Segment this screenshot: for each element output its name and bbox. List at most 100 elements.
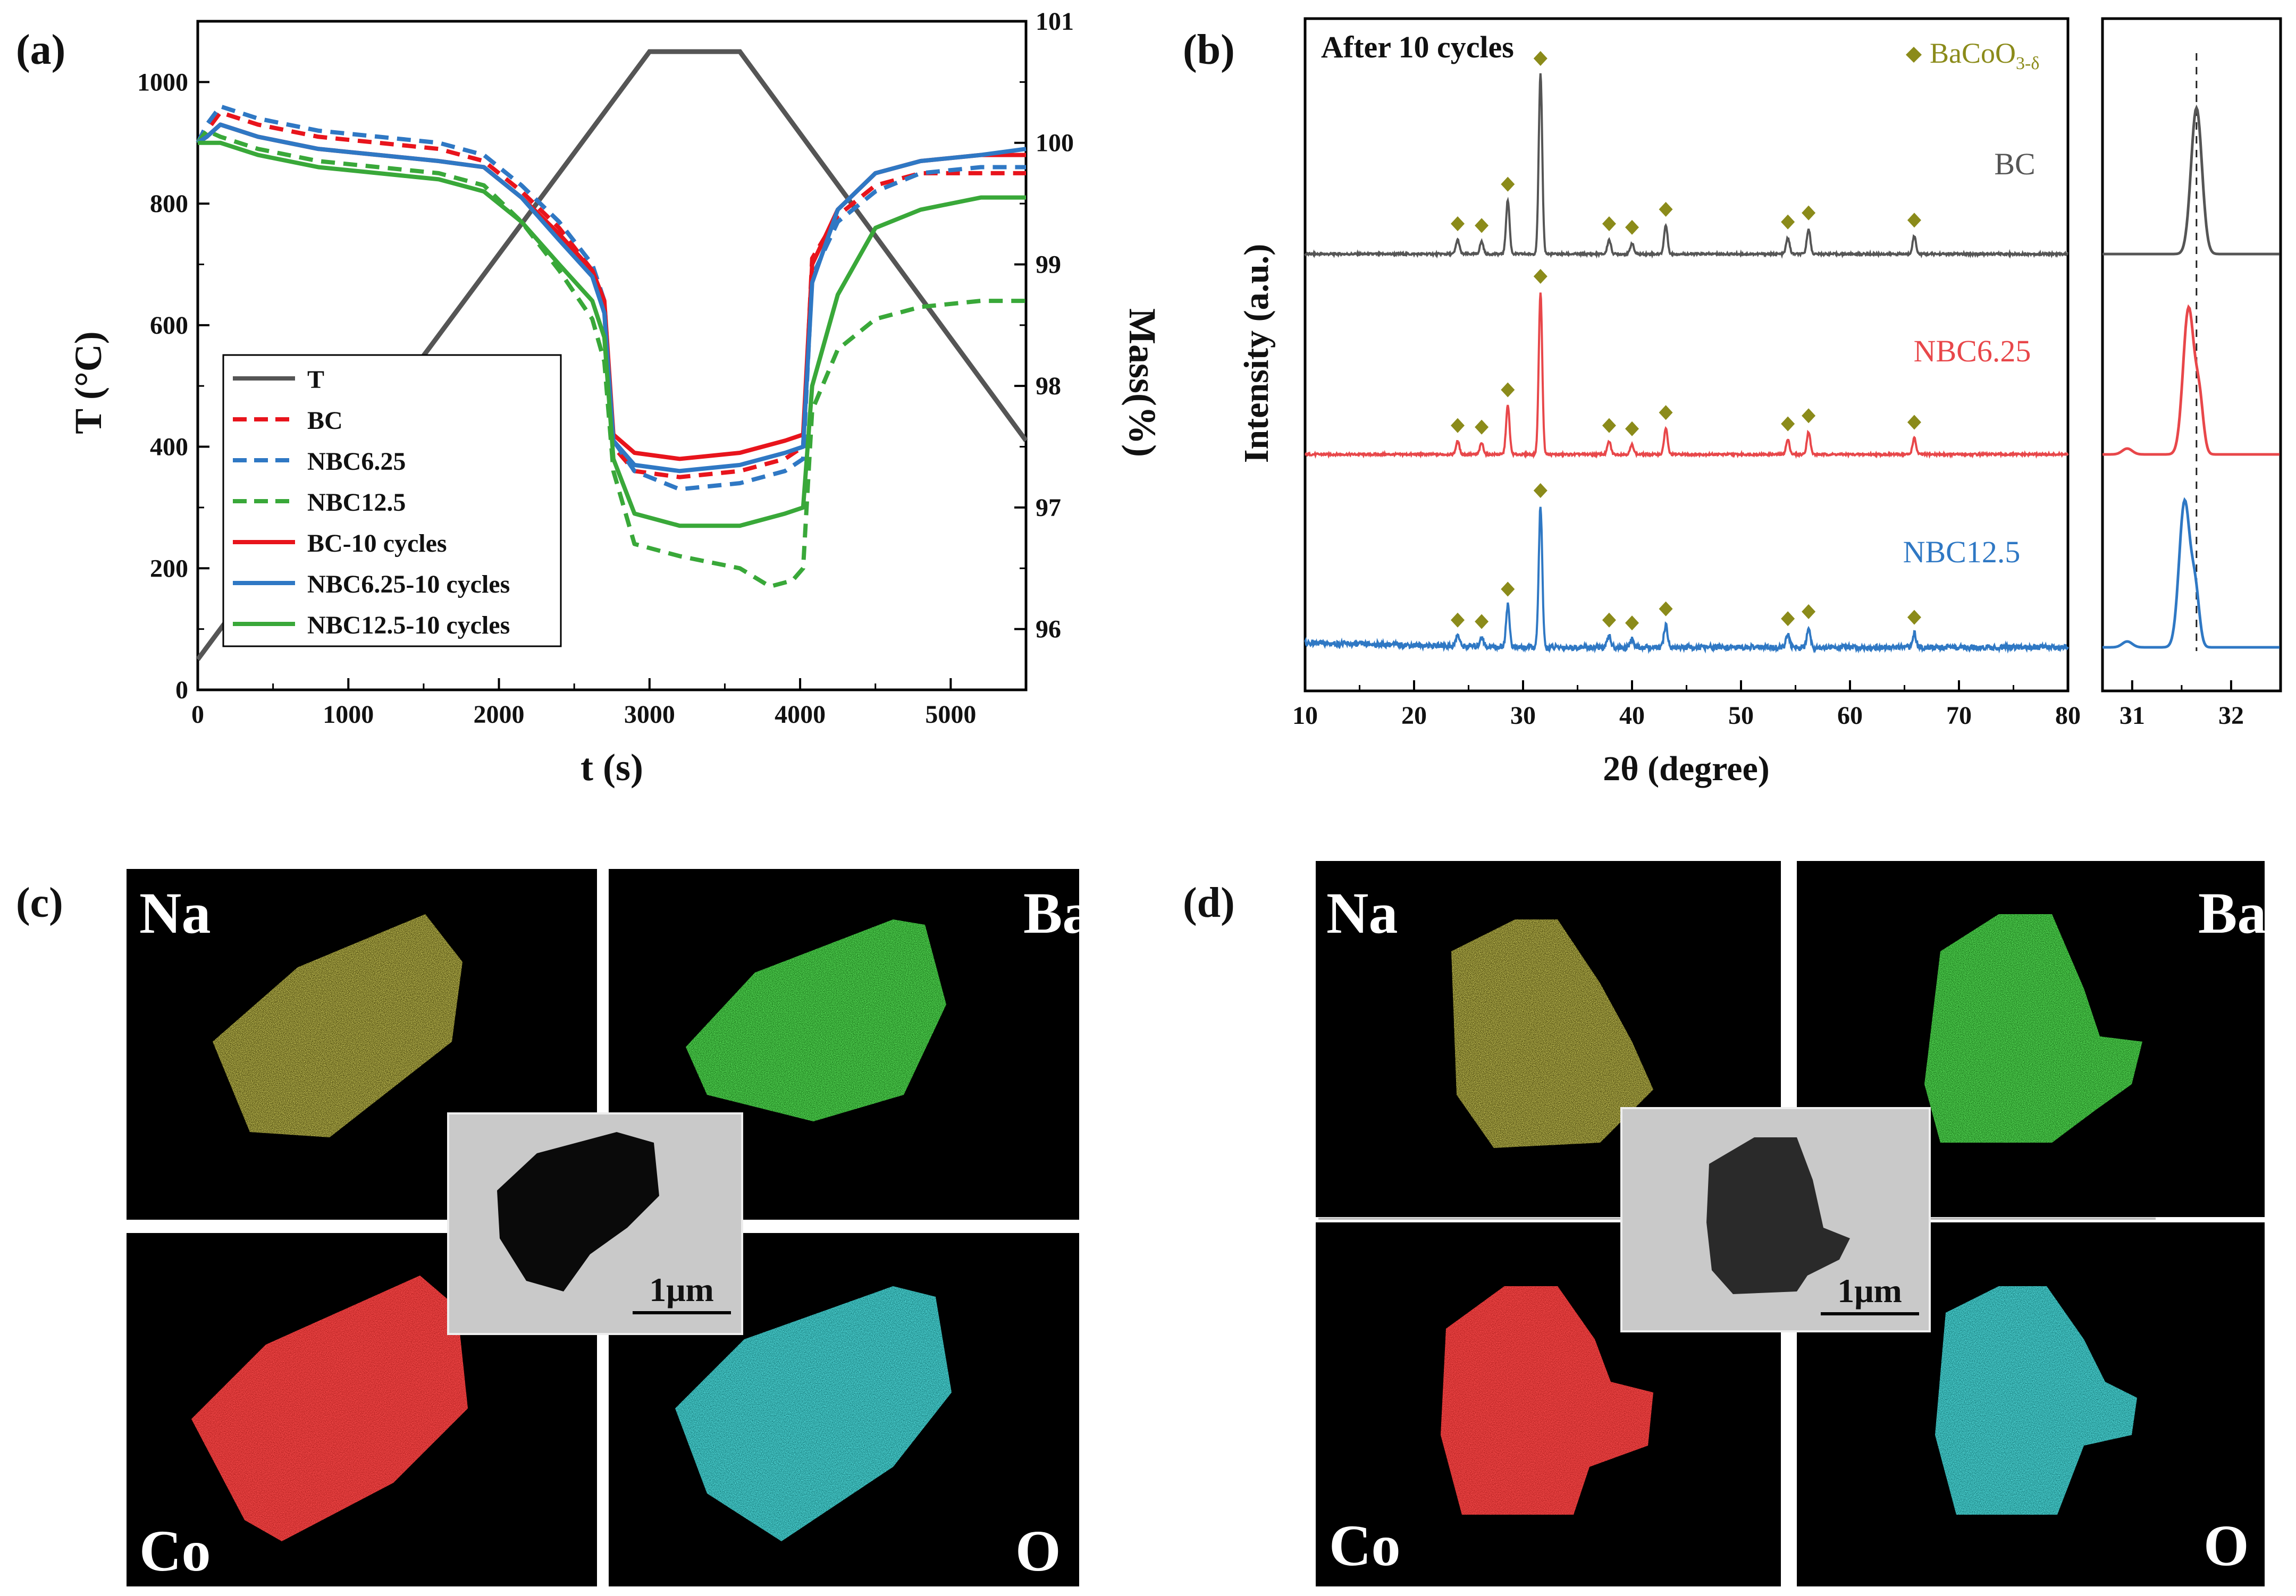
legend-label-4: BC-10 cycles bbox=[307, 529, 447, 558]
legend-label-2: NBC6.25 bbox=[307, 447, 406, 476]
b-ylabel: Intensity (a.u.) bbox=[1237, 244, 1276, 463]
b-xtick-label: 20 bbox=[1401, 702, 1427, 730]
b-xtick-label: 70 bbox=[1946, 702, 1972, 730]
peak-marker bbox=[1659, 405, 1673, 420]
legend-label-1: BC bbox=[307, 407, 343, 435]
peak-marker bbox=[1602, 418, 1616, 433]
c-scale-label: 1μm bbox=[649, 1271, 714, 1308]
c-na-grain bbox=[213, 914, 462, 1137]
inset-peak-bc bbox=[2102, 104, 2280, 256]
panel-b-axes: 10 20 30 40 50 60 70 80 bbox=[1292, 680, 2081, 730]
inset-peak-nbc12-5 bbox=[2102, 497, 2280, 649]
peak-marker bbox=[1802, 408, 1816, 424]
d-co-grain bbox=[1441, 1286, 1653, 1515]
b-title: After 10 cycles bbox=[1321, 30, 1514, 64]
a-ytick-left-label: 800 bbox=[150, 190, 188, 218]
peak-marker bbox=[1533, 269, 1548, 284]
peak-marker bbox=[1781, 611, 1795, 627]
a-xtick-label: 4000 bbox=[775, 700, 826, 729]
a-ytick-left-label: 200 bbox=[150, 554, 188, 582]
panel-a-chart: 0 1000 2000 3000 4000 5000 0 200 400 600 800 1000 96… bbox=[67, 7, 1164, 789]
c-ba-grain bbox=[686, 919, 946, 1121]
b-legend: BaCoO3-δ bbox=[1906, 37, 2039, 73]
peak-marker bbox=[1501, 382, 1515, 398]
peak-marker bbox=[1475, 218, 1489, 233]
a-xtick-label: 0 bbox=[191, 700, 204, 729]
c-label-ba: Ba bbox=[1023, 881, 1091, 945]
legend-label-5: NBC6.25-10 cycles bbox=[307, 570, 510, 598]
d-label-na: Na bbox=[1326, 881, 1398, 945]
b-xtick-label: 50 bbox=[1728, 702, 1754, 730]
legend-label-3: NBC12.5 bbox=[307, 488, 406, 517]
d-o-grain bbox=[1935, 1286, 2137, 1515]
a-xtick-label: 3000 bbox=[624, 700, 675, 729]
a-xlabel: t (s) bbox=[581, 746, 643, 789]
series-nbc12-5-10-cycles bbox=[198, 140, 1026, 528]
peak-marker bbox=[1659, 601, 1673, 617]
a-ylabel-right: Mass(%) bbox=[1121, 308, 1164, 457]
xrd-label-bc: BC bbox=[1994, 147, 2035, 181]
inset-xtick-label: 31 bbox=[2120, 702, 2145, 730]
panel-label-d: (d) bbox=[1183, 880, 1235, 926]
panel-b-inset: 31 32 bbox=[2102, 53, 2282, 730]
peak-marker bbox=[1475, 419, 1489, 435]
b-xlabel: 2θ (degree) bbox=[1603, 749, 1770, 788]
inset-xtick-label: 32 bbox=[2218, 702, 2244, 730]
d-particle bbox=[1706, 1137, 1850, 1294]
b-xtick-label: 80 bbox=[2055, 702, 2081, 730]
c-label-co: Co bbox=[139, 1518, 211, 1583]
d-label-o: O bbox=[2204, 1513, 2249, 1578]
a-xtick-label: 5000 bbox=[925, 700, 976, 729]
peak-marker bbox=[1451, 216, 1465, 231]
a-ytick-left-label: 400 bbox=[150, 433, 188, 461]
peak-marker bbox=[1907, 610, 1921, 625]
xrd-bc bbox=[1304, 73, 2068, 259]
c-label-na: Na bbox=[139, 881, 211, 945]
peak-marker bbox=[1781, 214, 1795, 230]
peak-marker bbox=[1625, 421, 1639, 436]
peak-marker bbox=[1802, 604, 1816, 619]
b-legend-label: BaCoO3-δ bbox=[1930, 37, 2039, 73]
a-ytick-left-label: 600 bbox=[150, 311, 188, 340]
peak-marker bbox=[1625, 219, 1639, 235]
d-label-ba: Ba bbox=[2198, 881, 2266, 945]
panel-a-legend: T BC NBC6.25 NBC12.5 BC-10 cycles NBC6.25-10 … bbox=[222, 354, 562, 647]
a-ytick-left-label: 0 bbox=[175, 676, 188, 704]
peak-marker bbox=[1501, 176, 1515, 192]
peak-marker bbox=[1533, 483, 1548, 498]
a-ylabel-left: T (°C) bbox=[67, 331, 110, 434]
peak-marker bbox=[1533, 51, 1548, 66]
panel-label-c: (c) bbox=[16, 880, 63, 926]
peak-marker bbox=[1501, 581, 1515, 597]
peak-marker bbox=[1781, 416, 1795, 432]
legend-label-6: NBC12.5-10 cycles bbox=[307, 611, 510, 639]
panel-a-series bbox=[196, 49, 1028, 661]
panel-b-series: BC NBC6.25 NBC12.5 bbox=[1304, 51, 2069, 654]
peak-marker bbox=[1602, 216, 1616, 231]
b-xtick-label: 10 bbox=[1292, 702, 1318, 730]
legend-label-0: T bbox=[307, 366, 324, 394]
peak-marker bbox=[1907, 415, 1921, 430]
peak-marker bbox=[1475, 614, 1489, 629]
peak-marker bbox=[1907, 213, 1921, 228]
panel-a-axes: 0 1000 2000 3000 4000 5000 0 200 400 600 800 1000 96… bbox=[137, 7, 1074, 729]
d-na-grain bbox=[1451, 919, 1653, 1148]
a-ytick-right-label: 96 bbox=[1036, 615, 1061, 644]
xrd-nbc12-5 bbox=[1304, 506, 2069, 654]
panel-label-a: (a) bbox=[16, 27, 65, 73]
panel-label-b: (b) bbox=[1183, 27, 1235, 73]
d-label-co: Co bbox=[1329, 1513, 1400, 1578]
a-xtick-label: 1000 bbox=[323, 700, 374, 729]
inset-peak-nbc6-25 bbox=[2102, 304, 2280, 456]
d-scale-label: 1μm bbox=[1837, 1272, 1902, 1310]
a-xtick-label: 2000 bbox=[474, 700, 525, 729]
b-legend-diamond bbox=[1906, 47, 1922, 63]
panel-a-frame bbox=[196, 20, 1028, 691]
c-o-grain bbox=[675, 1286, 952, 1541]
b-xtick-label: 40 bbox=[1619, 702, 1645, 730]
peak-marker bbox=[1659, 201, 1673, 217]
a-ytick-right-label: 99 bbox=[1036, 250, 1061, 278]
b-xtick-label: 30 bbox=[1510, 702, 1536, 730]
xrd-nbc6-25 bbox=[1305, 292, 2069, 459]
